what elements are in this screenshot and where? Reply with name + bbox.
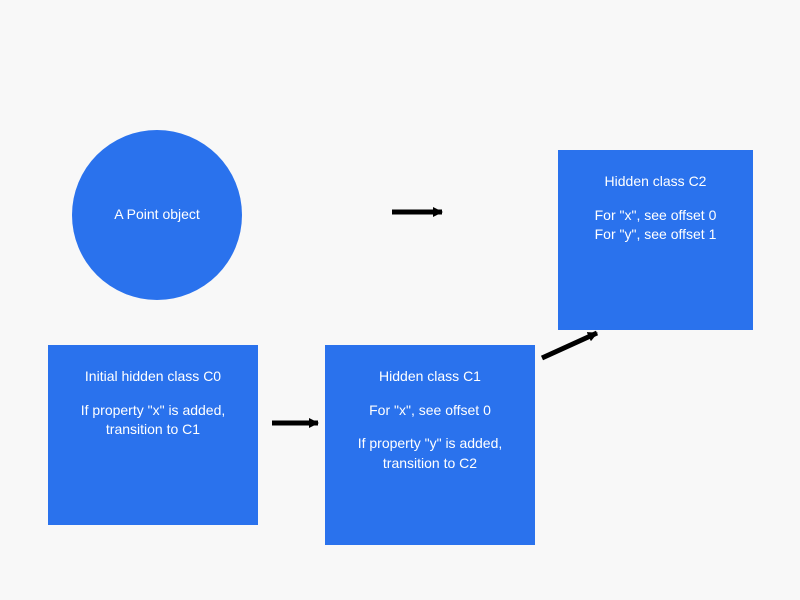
node-c0-line1: If property "x" is added,: [81, 401, 226, 421]
node-c1: Hidden class C1 For "x", see offset 0 If…: [325, 345, 535, 545]
diagram-canvas: A Point object Initial hidden class C0 I…: [0, 0, 800, 600]
node-c2-title: Hidden class C2: [605, 172, 707, 192]
node-point-object-label: A Point object: [114, 205, 200, 225]
node-c0: Initial hidden class C0 If property "x" …: [48, 345, 258, 525]
arrow-c1-to-c2: [542, 333, 597, 358]
node-c2-line2: For "y", see offset 1: [595, 225, 717, 245]
node-c1-title: Hidden class C1: [379, 367, 481, 387]
node-point-object: A Point object: [72, 130, 242, 300]
node-c1-line1: For "x", see offset 0: [369, 401, 491, 421]
node-c1-line3: transition to C2: [383, 454, 477, 474]
node-c0-line2: transition to C1: [106, 420, 200, 440]
node-c1-line2: If property "y" is added,: [358, 434, 503, 454]
node-c0-title: Initial hidden class C0: [85, 367, 221, 387]
node-c2-line1: For "x", see offset 0: [595, 206, 717, 226]
node-c2: Hidden class C2 For "x", see offset 0 Fo…: [558, 150, 753, 330]
